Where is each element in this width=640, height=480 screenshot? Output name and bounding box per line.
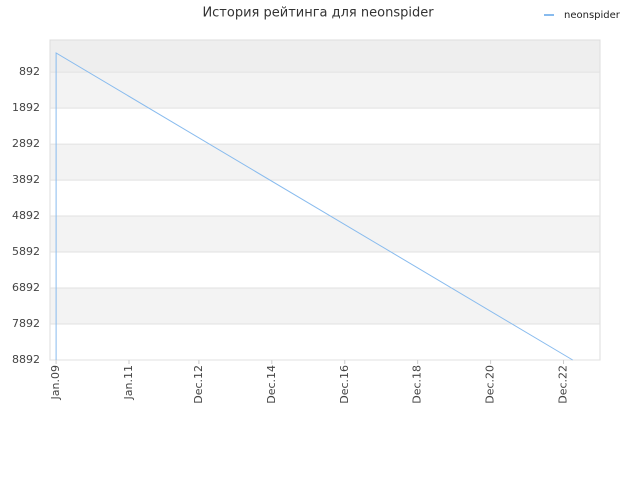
x-tick-label: Dec.20 xyxy=(484,365,497,404)
band xyxy=(50,180,600,217)
band xyxy=(50,216,600,253)
x-tick-label: Dec.16 xyxy=(338,365,351,404)
x-tick-label: Dec.12 xyxy=(192,365,205,404)
line-series xyxy=(55,52,573,361)
y-tick-label: 4892 xyxy=(12,209,40,222)
band xyxy=(50,72,600,109)
y-tick-label: 6892 xyxy=(12,281,40,294)
y-tick-label: 8892 xyxy=(12,353,40,366)
x-tick-label: Dec.18 xyxy=(411,365,424,404)
band xyxy=(50,108,600,145)
band xyxy=(50,288,600,325)
x-tick-label: Dec.14 xyxy=(265,365,278,404)
x-tick-label: Dec.22 xyxy=(557,365,570,404)
x-tick-label: Jan.09 xyxy=(49,365,62,400)
y-tick-label: 892 xyxy=(19,65,40,78)
y-tick-label: 7892 xyxy=(12,317,40,330)
chart-title: История рейтинга для neonspider xyxy=(202,6,434,21)
y-tick-label: 3892 xyxy=(12,173,40,186)
band xyxy=(50,324,600,360)
band xyxy=(50,144,600,181)
band xyxy=(50,40,600,73)
y-tick-label: 1892 xyxy=(12,101,40,114)
y-tick-label: 5892 xyxy=(12,245,40,258)
x-tick-label: Jan.11 xyxy=(122,365,135,400)
band xyxy=(50,252,600,289)
y-tick-label: 2892 xyxy=(12,137,40,150)
legend-label: neonspider xyxy=(564,10,621,21)
